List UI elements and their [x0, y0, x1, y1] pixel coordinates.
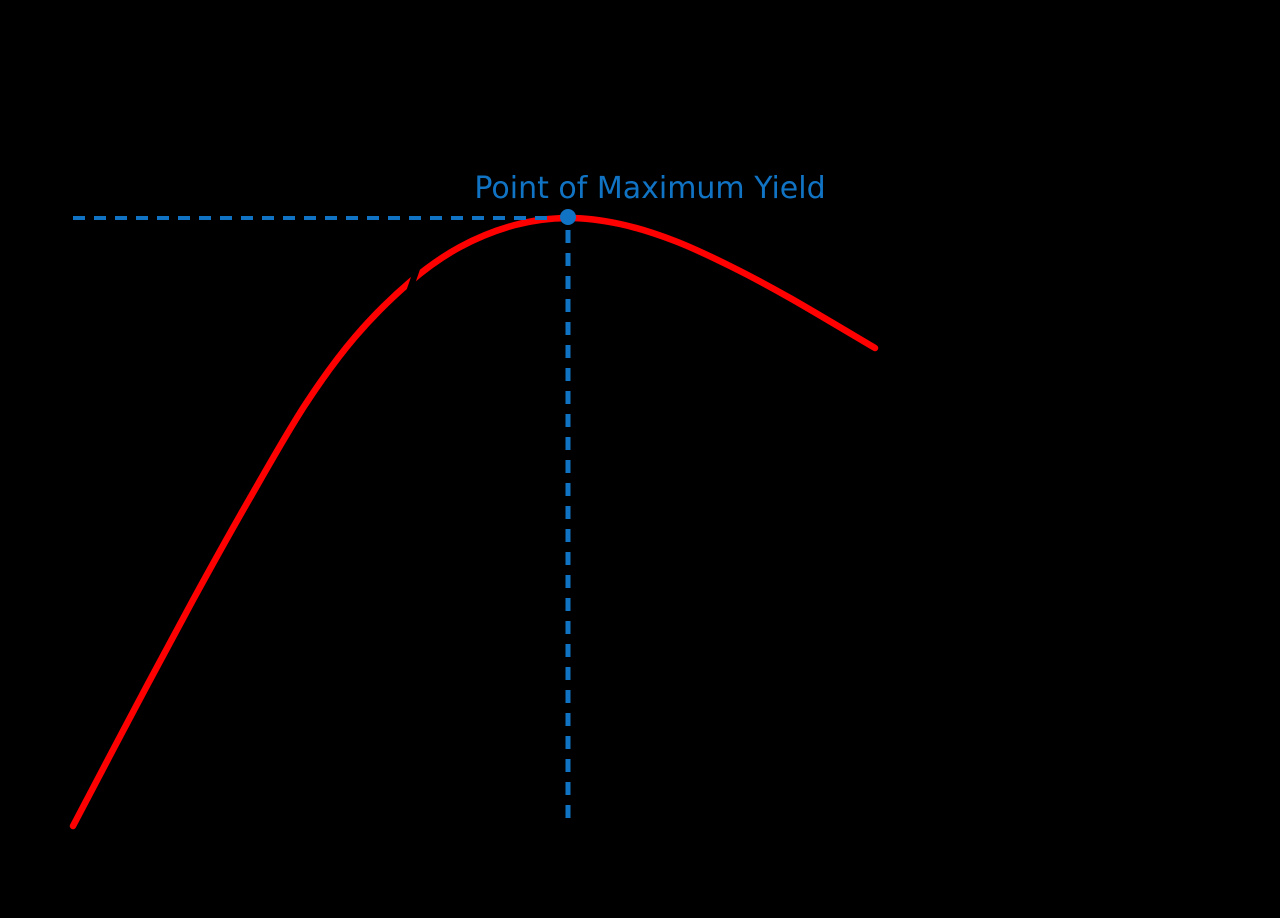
max-yield-annotation-label: Point of Maximum Yield — [474, 171, 825, 206]
curve-occlusion-slash — [406, 265, 421, 293]
yield-curve-line — [69, 214, 879, 830]
max-yield-point-marker — [560, 209, 576, 225]
